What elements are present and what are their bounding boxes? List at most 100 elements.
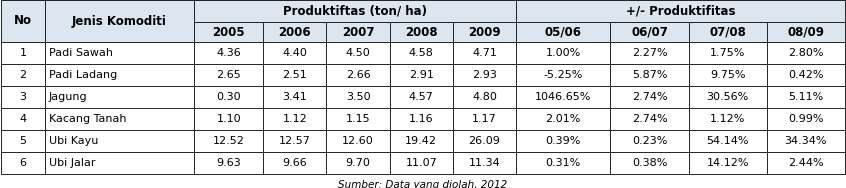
Bar [45, 86, 195, 108]
Bar [516, 152, 611, 174]
Text: 2005: 2005 [212, 26, 245, 39]
Bar [766, 108, 845, 130]
Bar [516, 22, 611, 42]
Bar [45, 86, 195, 108]
Bar [1, 152, 45, 174]
Bar [1, 64, 45, 86]
Bar [327, 108, 390, 130]
Text: 1046.65%: 1046.65% [536, 92, 591, 102]
Bar [263, 64, 327, 86]
Text: 2: 2 [19, 70, 26, 80]
Bar [195, 86, 263, 108]
Bar [766, 64, 845, 86]
Bar [689, 130, 766, 152]
Text: 0.99%: 0.99% [788, 114, 824, 124]
Bar [611, 108, 689, 130]
Bar [1, 130, 45, 152]
Bar [453, 130, 516, 152]
Bar [611, 152, 689, 174]
Bar [263, 42, 327, 64]
Bar [1, 130, 45, 152]
Bar [516, 42, 611, 64]
Bar [453, 64, 516, 86]
Bar [453, 22, 516, 42]
Bar [195, 0, 516, 22]
Bar [611, 108, 689, 130]
Text: 2.80%: 2.80% [788, 48, 824, 58]
Bar [689, 108, 766, 130]
Text: 2009: 2009 [468, 26, 501, 39]
Text: 3: 3 [19, 92, 26, 102]
Bar [516, 108, 611, 130]
Text: 1.12: 1.12 [283, 114, 307, 124]
Bar [327, 42, 390, 64]
Bar [611, 64, 689, 86]
Bar [689, 64, 766, 86]
Bar [390, 22, 453, 42]
Bar [263, 108, 327, 130]
Text: 14.12%: 14.12% [706, 158, 749, 168]
Text: 11.07: 11.07 [405, 158, 437, 168]
Bar [1, 86, 45, 108]
Bar [327, 22, 390, 42]
Text: 1.00%: 1.00% [546, 48, 581, 58]
Text: 11.34: 11.34 [469, 158, 500, 168]
Bar [689, 22, 766, 42]
Text: 9.63: 9.63 [217, 158, 241, 168]
Bar [1, 152, 45, 174]
Bar [1, 108, 45, 130]
Text: No: No [14, 14, 32, 27]
Text: 6: 6 [19, 158, 26, 168]
Text: 9.75%: 9.75% [710, 70, 745, 80]
Bar [453, 130, 516, 152]
Text: 2.44%: 2.44% [788, 158, 824, 168]
Text: 2008: 2008 [405, 26, 437, 39]
Bar [689, 108, 766, 130]
Bar [766, 64, 845, 86]
Bar [45, 152, 195, 174]
Text: 06/07: 06/07 [631, 26, 668, 39]
Text: -5.25%: -5.25% [544, 70, 583, 80]
Bar [453, 64, 516, 86]
Bar [516, 0, 845, 22]
Bar [1, 86, 45, 108]
Bar [516, 64, 611, 86]
Bar [390, 108, 453, 130]
Bar [390, 108, 453, 130]
Bar [327, 108, 390, 130]
Bar [516, 108, 611, 130]
Text: 1.17: 1.17 [472, 114, 497, 124]
Bar [611, 152, 689, 174]
Text: 4: 4 [19, 114, 26, 124]
Bar [516, 0, 845, 22]
Bar [689, 42, 766, 64]
Bar [327, 152, 390, 174]
Bar [263, 152, 327, 174]
Bar [195, 22, 263, 42]
Bar [516, 152, 611, 174]
Bar [766, 42, 845, 64]
Text: 19.42: 19.42 [405, 136, 437, 146]
Text: 4.58: 4.58 [409, 48, 434, 58]
Text: 5: 5 [19, 136, 26, 146]
Text: 3.50: 3.50 [346, 92, 371, 102]
Bar [766, 86, 845, 108]
Bar [195, 42, 263, 64]
Text: 0.42%: 0.42% [788, 70, 824, 80]
Text: +/- Produktifitas: +/- Produktifitas [626, 5, 735, 17]
Text: Padi Ladang: Padi Ladang [49, 70, 117, 80]
Text: 4.80: 4.80 [472, 92, 497, 102]
Bar [611, 22, 689, 42]
Bar [327, 64, 390, 86]
Text: 34.34%: 34.34% [784, 136, 827, 146]
Bar [263, 130, 327, 152]
Bar [766, 22, 845, 42]
Bar [263, 64, 327, 86]
Bar [390, 64, 453, 86]
Text: Produktiftas (ton/ ha): Produktiftas (ton/ ha) [283, 5, 427, 17]
Bar [766, 22, 845, 42]
Bar [45, 42, 195, 64]
Bar [327, 42, 390, 64]
Text: 12.57: 12.57 [279, 136, 310, 146]
Text: 0.30: 0.30 [217, 92, 241, 102]
